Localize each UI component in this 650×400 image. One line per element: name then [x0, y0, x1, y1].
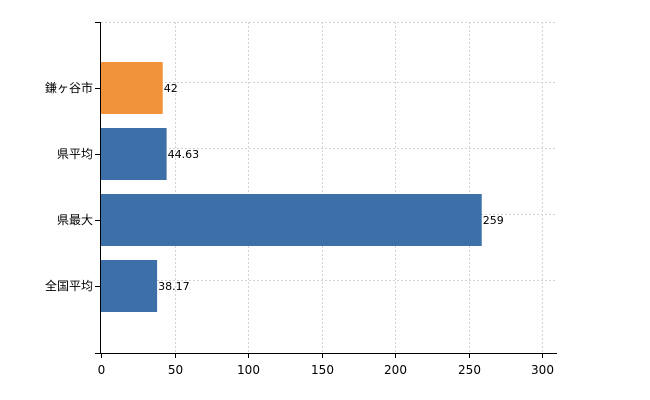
bars: [101, 62, 482, 312]
value-labels: 42 44.63 259 38.17: [158, 82, 504, 293]
bar-value-label: 259: [483, 214, 504, 227]
x-tick-label: 100: [237, 363, 260, 377]
x-tick-label: 0: [98, 363, 106, 377]
y-tick-label: 鎌ヶ谷市: [45, 80, 93, 95]
bar: [101, 194, 482, 246]
x-tick-label: 150: [311, 363, 334, 377]
bar: [101, 260, 158, 312]
y-tick-label: 全国平均: [45, 278, 93, 293]
x-tick-label: 250: [458, 363, 481, 377]
x-tick-label: 200: [384, 363, 407, 377]
bar: [101, 62, 163, 114]
bar-value-label: 42: [164, 82, 178, 95]
y-tick-label: 県平均: [57, 147, 93, 161]
x-tick-label: 300: [531, 363, 554, 377]
bar-value-label: 44.63: [168, 148, 200, 161]
x-tick-label: 50: [168, 363, 183, 377]
bar: [101, 128, 167, 180]
bar-value-label: 38.17: [158, 280, 190, 293]
y-tick-label: 県最大: [57, 213, 93, 227]
grid-lines: [101, 22, 557, 353]
x-axis-ticks: 0 50 100 150 200 250 300: [98, 353, 554, 377]
axes: [100, 22, 557, 354]
